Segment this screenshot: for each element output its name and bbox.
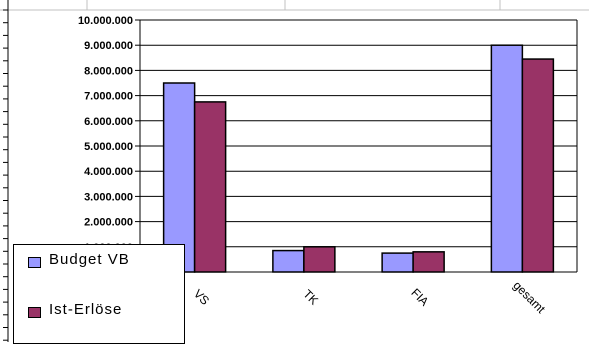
legend-swatch-budget <box>28 257 41 268</box>
legend-item-ist: Ist-Erlöse <box>28 301 139 318</box>
legend-swatch-ist <box>28 307 41 318</box>
y-tick-label: 5.000.000 <box>84 141 133 153</box>
bar-tk-budget <box>273 251 304 272</box>
y-tick-label: 2.000.000 <box>84 217 133 229</box>
y-tick-labels: 01.000.0002.000.0003.000.0004.000.0005.0… <box>78 15 133 279</box>
category-labels: VS TK FIA gesamt <box>191 278 549 316</box>
y-tick-label: 4.000.000 <box>84 166 133 178</box>
legend-label-ist: Ist-Erlöse <box>49 301 139 318</box>
category-label-tk: TK <box>300 287 321 308</box>
bar-fia-ist <box>413 252 444 272</box>
bar-gesamt-ist <box>522 59 553 272</box>
y-tick-label: 8.000.000 <box>84 65 133 77</box>
bars <box>164 45 554 272</box>
bar-vs-ist <box>195 102 226 272</box>
bar-gesamt-budget <box>491 45 522 272</box>
category-label-gesamt: gesamt <box>510 278 548 316</box>
spreadsheet-top-cells <box>0 0 589 10</box>
category-label-fia: FIA <box>408 286 431 309</box>
legend-label-budget: Budget VB <box>49 251 139 268</box>
y-tick-label: 10.000.000 <box>78 15 133 27</box>
y-tick-label: 7.000.000 <box>84 91 133 103</box>
y-tick-label: 3.000.000 <box>84 191 133 203</box>
bar-tk-ist <box>304 247 335 272</box>
legend: Budget VB Ist-Erlöse <box>13 244 185 344</box>
category-label-vs: VS <box>191 287 212 308</box>
legend-item-budget: Budget VB <box>28 251 139 268</box>
y-tick-label: 6.000.000 <box>84 116 133 128</box>
y-tick-label: 9.000.000 <box>84 40 133 52</box>
spreadsheet-row-ticks <box>3 0 8 342</box>
bar-fia-budget <box>382 253 413 272</box>
